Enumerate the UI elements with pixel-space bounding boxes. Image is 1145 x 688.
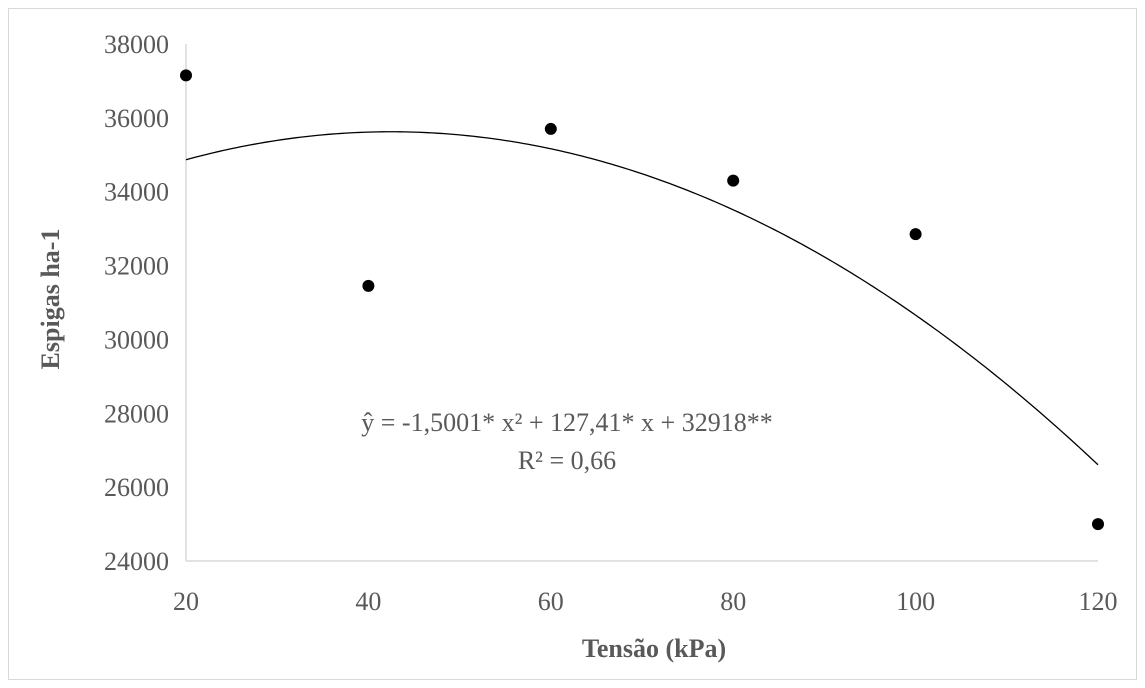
x-tick-label: 40	[355, 587, 381, 616]
x-tick-label: 120	[1079, 587, 1118, 616]
trend-equation: ŷ = -1,5001* x² + 127,41* x + 32918**	[361, 408, 772, 437]
y-tick-label: 26000	[104, 473, 169, 502]
y-tick-label: 38000	[104, 30, 169, 59]
data-points	[180, 69, 1104, 531]
data-point	[727, 174, 740, 187]
x-axis-title: Tensão (kPa)	[582, 634, 726, 663]
y-tick-labels: 24000 26000 28000 30000 32000 34000 36000 38000	[104, 30, 169, 576]
data-point	[544, 122, 557, 135]
trend-curve	[185, 131, 1099, 466]
data-point	[180, 69, 192, 82]
data-point	[909, 228, 922, 241]
x-tick-label: 80	[720, 587, 746, 616]
data-point	[1092, 518, 1104, 531]
scatter-chart: 24000 26000 28000 30000 32000 34000 36000 38000…	[36, 30, 1118, 663]
data-point	[362, 279, 375, 292]
x-tick-labels: 20 40 60 80 100 120	[173, 587, 1118, 616]
chart-frame: 24000 26000 28000 30000 32000 34000 36000 38000…	[8, 8, 1137, 680]
y-tick-label: 30000	[104, 325, 169, 354]
x-tick-label: 100	[896, 587, 935, 616]
y-tick-label: 28000	[104, 399, 169, 428]
y-tick-label: 34000	[104, 178, 169, 207]
x-tick-label: 20	[173, 587, 199, 616]
y-tick-label: 32000	[104, 252, 169, 281]
y-tick-label: 36000	[104, 104, 169, 133]
x-tick-label: 60	[538, 587, 564, 616]
y-axis-title: Espigas ha-1	[36, 229, 65, 370]
y-tick-label: 24000	[104, 547, 169, 576]
r-squared: R² = 0,66	[518, 446, 616, 475]
axes	[185, 44, 1098, 562]
